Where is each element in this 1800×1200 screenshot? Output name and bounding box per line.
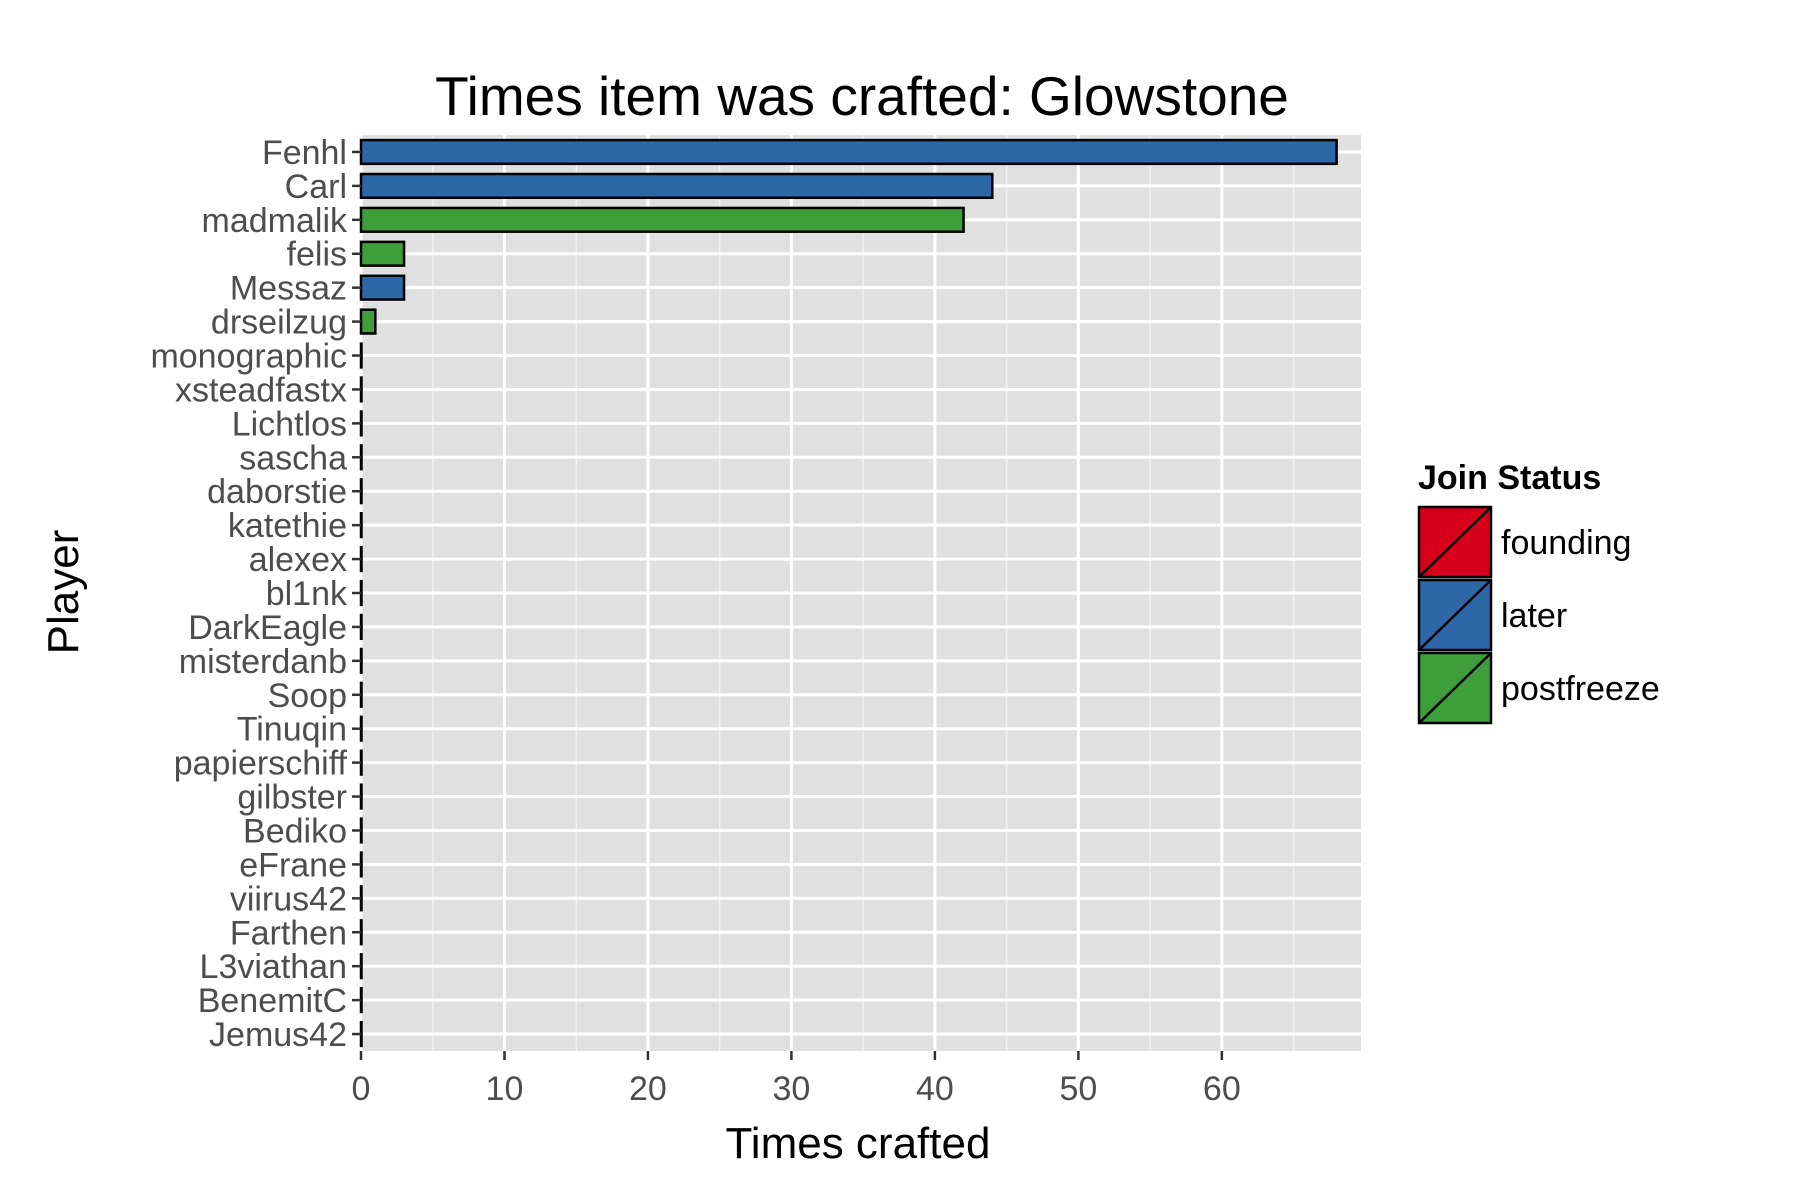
bars xyxy=(359,138,1338,1048)
y-tick-label: DarkEagle xyxy=(188,609,347,647)
bar-BenemitC xyxy=(359,986,363,1014)
y-tick-label: sascha xyxy=(239,439,347,477)
y-axis: FenhlCarlmadmalikfelisMessazdrseilzugmon… xyxy=(150,134,361,1054)
y-tick-label: eFrane xyxy=(239,846,347,884)
y-tick-label: Tinuqin xyxy=(237,711,347,749)
bar-L3viathan xyxy=(359,953,363,980)
y-tick-label: L3viathan xyxy=(200,948,347,986)
y-tick-label: felis xyxy=(287,236,347,274)
legend-key-slash xyxy=(1418,506,1492,578)
y-tick-label: Fenhl xyxy=(262,134,347,172)
bar-xsteadfastx xyxy=(359,376,363,403)
legend-key-slash xyxy=(1418,652,1492,724)
y-tick-label: Carl xyxy=(285,168,347,206)
bar-felis xyxy=(359,240,406,267)
bar-Messaz xyxy=(359,274,406,301)
y-tick-label: katethie xyxy=(228,507,347,545)
bar-Jemus42 xyxy=(359,1020,363,1048)
y-tick-label: Lichtlos xyxy=(232,405,347,443)
y-tick-label: Jemus42 xyxy=(209,1016,347,1054)
bar-eFrane xyxy=(359,851,363,878)
y-axis-title: Player xyxy=(39,530,88,655)
y-tick-label: viirus42 xyxy=(230,880,347,918)
legend-label-founding: founding xyxy=(1501,524,1631,562)
bar-Fenhl xyxy=(359,138,1338,166)
legend-key-slash xyxy=(1418,579,1492,651)
bar-katethie xyxy=(359,512,363,539)
y-tick-label: monographic xyxy=(150,338,347,376)
x-tick-label: 0 xyxy=(352,1070,371,1108)
bar-DarkEagle xyxy=(359,613,363,641)
x-tick-label: 60 xyxy=(1203,1070,1241,1108)
bar-Carl xyxy=(359,172,994,200)
legend: Join Status founding later postfreeze xyxy=(1417,459,1660,725)
bar-bl1nk xyxy=(359,579,363,607)
y-tick-label: Messaz xyxy=(230,270,347,308)
y-tick-label: misterdanb xyxy=(179,643,347,681)
y-tick-label: daborstie xyxy=(207,473,347,511)
y-tick-label: Farthen xyxy=(230,914,347,952)
bar-sascha xyxy=(359,444,363,471)
y-tick-label: xsteadfastx xyxy=(175,371,347,409)
bar-Lichtlos xyxy=(359,410,363,437)
bar-misterdanb xyxy=(359,647,363,674)
y-tick-label: Soop xyxy=(268,677,347,715)
legend-label-postfreeze: postfreeze xyxy=(1501,670,1660,708)
bar-Soop xyxy=(359,681,363,708)
bar-daborstie xyxy=(359,478,363,505)
bar-Tinuqin xyxy=(359,715,363,742)
y-tick-label: bl1nk xyxy=(266,575,348,613)
x-tick-label: 20 xyxy=(629,1070,667,1108)
x-tick-label: 40 xyxy=(916,1070,954,1108)
gridlines xyxy=(359,135,1361,1051)
bar-drseilzug xyxy=(359,308,377,335)
y-tick-label: drseilzug xyxy=(211,304,347,342)
bar-papierschiff xyxy=(359,749,363,776)
bar-Bediko xyxy=(359,817,363,844)
y-tick-label: madmalik xyxy=(202,202,348,240)
y-tick-label: BenemitC xyxy=(198,982,347,1020)
x-tick-label: 30 xyxy=(773,1070,811,1108)
x-axis-title: Times crafted xyxy=(726,1119,991,1168)
bar-gilbster xyxy=(359,783,363,810)
x-tick-label: 10 xyxy=(486,1070,524,1108)
y-tick-label: papierschiff xyxy=(174,745,348,783)
x-axis: 0 10 20 30 40 50 60 xyxy=(352,1051,1241,1108)
bar-monographic xyxy=(359,342,363,369)
y-tick-label: alexex xyxy=(249,541,347,579)
bar-Farthen xyxy=(359,919,363,946)
bar-viirus42 xyxy=(359,885,363,912)
chart-title: Times item was crafted: Glowstone xyxy=(435,65,1289,127)
bar-madmalik xyxy=(359,206,965,233)
y-tick-label: gilbster xyxy=(237,779,347,817)
x-tick-label: 50 xyxy=(1059,1070,1097,1108)
legend-title: Join Status xyxy=(1418,459,1601,497)
y-tick-label: Bediko xyxy=(243,812,347,850)
bar-alexex xyxy=(359,545,363,573)
legend-label-later: later xyxy=(1501,597,1567,635)
